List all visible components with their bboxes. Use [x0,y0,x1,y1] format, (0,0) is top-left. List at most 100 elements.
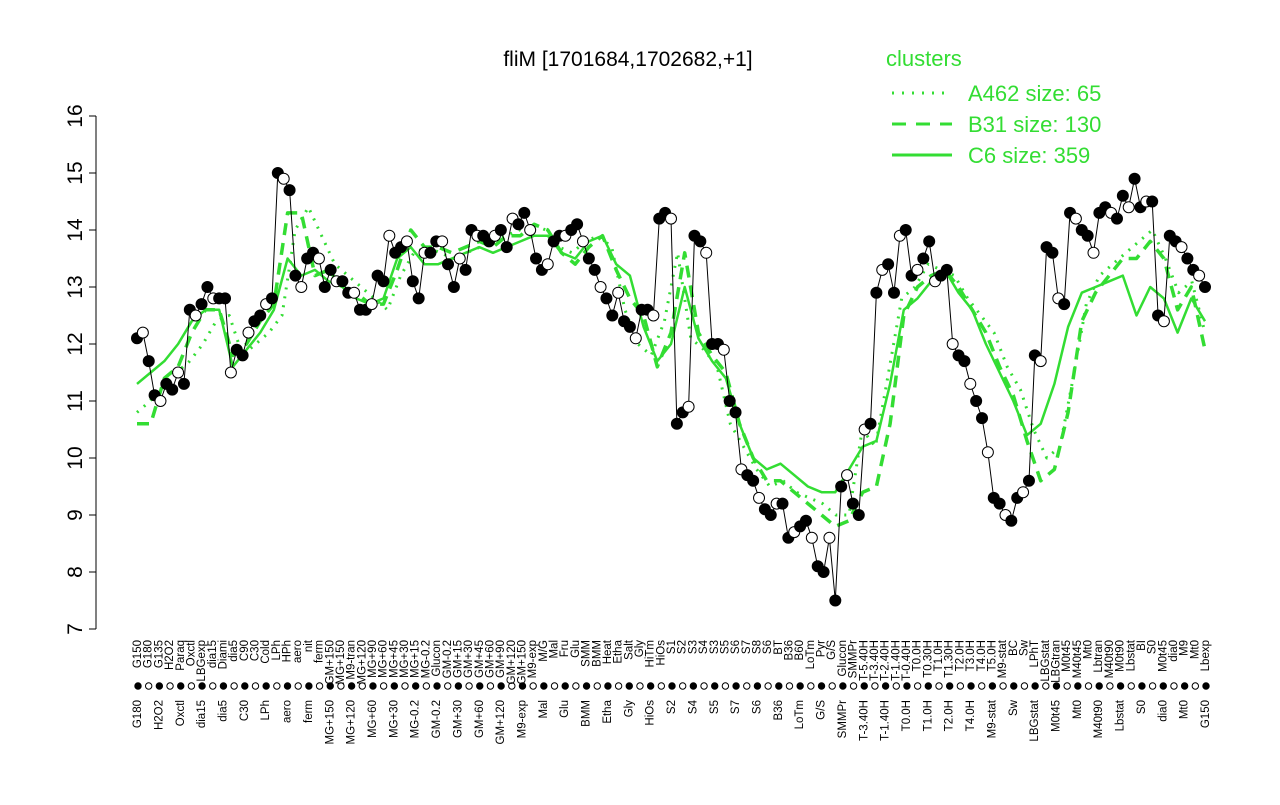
data-point [1193,269,1206,282]
x-tick-label-lower: LBGstat [1029,699,1041,741]
x-rug-mark [967,682,975,690]
y-tick-label: 16 [64,104,87,127]
x-tick-label: M0t90 [1115,640,1127,672]
x-rug-mark [326,682,334,690]
x-tick-label: S8 [751,640,763,654]
legend-label: B31 size: 130 [968,112,1101,137]
x-tick-label: T-2.40H [880,640,892,681]
x-tick-label: T3.0H [965,640,977,671]
x-rug-mark [1106,682,1114,690]
data-point [647,309,660,322]
data-point [594,281,607,293]
x-tick-labels: G150G180G135H2O2ParaqOxctlLBGexpdia15Dia… [132,639,1212,744]
x-rug-mark [1116,682,1125,690]
x-rug-mark [561,682,569,690]
x-rug-mark [134,682,142,690]
x-tick-label-lower: GM+120 [495,700,507,744]
x-rug-mark [1010,682,1018,690]
x-tick-label: B60 [794,640,806,660]
x-tick-label-lower: Lbstat [1115,699,1127,731]
x-tick-label-lower: HiOs [645,700,657,726]
x-tick-label: T-5.40H [858,640,870,681]
x-tick-label: Glu [570,640,582,658]
data-point [1199,281,1211,293]
x-tick-label: Oxctl [185,640,197,666]
x-rug-mark [497,682,505,690]
data-point [817,566,830,578]
x-tick-label: ferm [314,640,326,663]
x-tick-label: Mt0 [1083,640,1095,659]
x-rug-mark [582,682,591,690]
x-rug-mark [305,682,313,690]
x-tick-label: Salt [623,639,635,660]
x-tick-label: M9-tran [346,640,358,680]
x-tick-label: T0.30H [922,640,934,678]
x-rug-mark [1170,682,1178,690]
data-point [1181,252,1194,265]
data-point [400,235,413,248]
x-rug-mark [646,682,655,690]
data-point [318,281,331,293]
x-tick-label: LPh [271,640,283,660]
x-tick-label-lower: T2.0H [944,700,956,731]
data-point [600,292,613,305]
x-tick-label-lower: GM-0.2 [431,700,443,738]
data-point [823,531,836,544]
x-tick-label-lower: T0.0H [901,700,913,731]
data-point [841,469,854,482]
x-tick-label: LBGstat [1040,639,1052,681]
x-rug-mark [166,682,174,690]
x-rug-mark [999,682,1007,690]
x-tick-label-lower: aero [282,700,294,723]
data-point [224,366,237,379]
x-rug-mark [1052,682,1061,690]
x-tick-label: dia5 [228,640,240,662]
data-point [870,286,883,299]
data-point [700,246,713,259]
x-rug-mark [785,682,794,690]
data-point [201,281,214,293]
x-tick-label-lower: BMM [581,700,593,727]
y-tick-label: 14 [64,218,87,242]
x-tick-label: GM+30 [463,640,475,678]
x-rug-mark [604,682,612,690]
points-group [131,167,1211,607]
data-point [295,281,308,293]
x-tick-label: MG+90 [367,640,379,678]
x-rug-mark [764,682,772,690]
data-point [195,298,208,311]
data-point [846,497,859,510]
data-point [606,309,619,322]
x-tick-label: H2O2 [164,640,176,670]
data-point [717,343,730,356]
x-tick-label-lower: M9-stat [986,699,998,738]
x-rug-mark [721,682,730,690]
x-tick-label: LoTm [805,640,817,669]
x-tick-label: S6 [730,640,742,654]
chart-title: fliM [1701684,1702682,+1] [503,48,752,71]
x-tick-label-lower: ferm [303,700,315,723]
x-tick-label-lower: LPh [260,700,272,720]
condition-line [136,171,1206,601]
x-tick-label: MG+15 [410,640,422,678]
data-point [805,531,818,544]
data-point [981,446,994,459]
x-rug-mark [903,682,911,690]
data-point [694,235,707,248]
x-tick-label: MG+60 [378,640,390,678]
legend-label: A462 size: 65 [968,81,1101,106]
x-rug-mark [187,682,196,690]
x-tick-label-lower: M40t90 [1093,700,1105,738]
x-tick-label: BT [773,640,785,655]
x-rug-mark [732,682,740,690]
x-tick-label: Heat [602,639,614,664]
x-tick-label: nit [303,639,315,652]
x-tick-label: HiOs [655,640,667,666]
data-point [940,263,953,276]
x-rug-mark [1127,682,1135,690]
x-rug-mark [913,682,922,690]
x-rug-mark [518,682,527,690]
x-tick-label-lower: SMMPr [837,700,849,739]
x-rug-mark [209,682,217,690]
data-point [447,281,460,293]
